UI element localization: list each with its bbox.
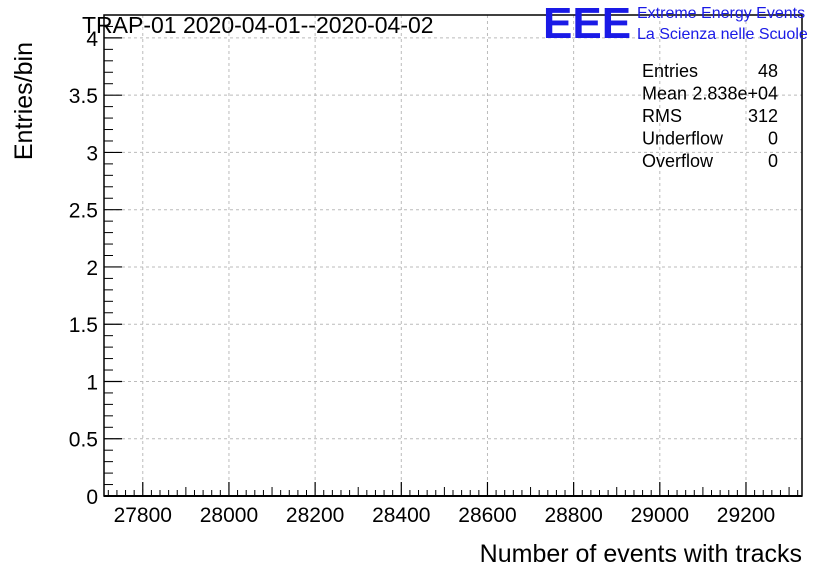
- stats-value: 0: [768, 151, 778, 171]
- stats-value: 0: [768, 129, 778, 149]
- stats-value: 2.838e+04: [692, 84, 778, 104]
- x-tick-label: 28600: [458, 504, 516, 527]
- chart-title: TRAP-01 2020-04-01--2020-04-02: [82, 12, 434, 38]
- stats-value: 48: [758, 61, 778, 81]
- stats-label: Entries: [642, 61, 698, 81]
- logo: EEE Extreme Energy Events La Scienza nel…: [543, 0, 808, 48]
- x-tick-label: 29200: [717, 504, 775, 527]
- x-tick-label: 27800: [114, 504, 172, 527]
- x-tick-label: 28200: [286, 504, 344, 527]
- y-tick-label: 3: [86, 142, 98, 165]
- x-axis-label: Number of events with tracks: [480, 540, 802, 568]
- y-tick-label: 0.5: [69, 429, 98, 452]
- grid-lines: [104, 15, 802, 496]
- y-tick-label: 2: [86, 257, 98, 280]
- stats-label: RMS: [642, 106, 682, 126]
- y-tick-label: 1: [86, 371, 98, 394]
- y-tick-label: 3.5: [69, 85, 98, 108]
- x-tick-label: 28400: [372, 504, 430, 527]
- y-tick-label: 4: [86, 28, 98, 51]
- stats-label: Overflow: [642, 151, 714, 171]
- y-axis-label: Entries/bin: [10, 42, 38, 160]
- y-axis-ticks: 0 0.5 1 1.5 2 2.5 3 3.5 4: [69, 25, 122, 509]
- logo-line1: Extreme Energy Events: [637, 5, 805, 22]
- y-tick-label: 0: [86, 486, 98, 509]
- x-axis-ticks: 27800 28000 28200 28400 28600 28800 29000 29200: [107, 482, 799, 527]
- y-tick-label: 1.5: [69, 314, 98, 337]
- stats-value: 312: [748, 106, 778, 126]
- y-tick-label: 2.5: [69, 200, 98, 223]
- x-tick-label: 29000: [631, 504, 689, 527]
- x-tick-label: 28000: [200, 504, 258, 527]
- stats-box: Entries 48 Mean 2.838e+04 RMS 312 Underflow 0 Ov…: [642, 61, 778, 171]
- logo-line2: La Scienza nelle Scuole: [637, 26, 808, 43]
- stats-label: Underflow: [642, 129, 724, 149]
- stats-label: Mean: [642, 84, 687, 104]
- logo-mark: EEE: [543, 0, 631, 48]
- x-tick-label: 28800: [544, 504, 602, 527]
